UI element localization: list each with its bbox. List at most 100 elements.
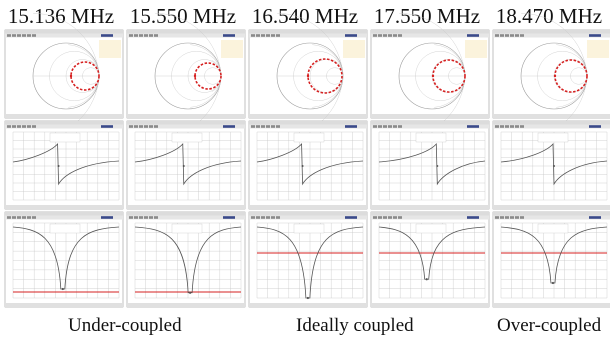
toolbar-button-icon: [251, 125, 255, 128]
toolbar: [371, 215, 489, 220]
reactance-arc: [155, 13, 222, 77]
toolbar-button-icon: [500, 34, 504, 37]
status-bar: [493, 205, 610, 209]
phase-trace: [12, 142, 120, 186]
toolbar: [127, 33, 245, 38]
toolbar-button-icon: [398, 125, 402, 128]
toolbar-button-icon: [393, 34, 397, 37]
toolbar-button-icon: [7, 216, 11, 219]
menu-bar-icon: [371, 121, 489, 125]
toolbar-button-icon: [154, 216, 158, 219]
toolbar-button-icon: [256, 125, 260, 128]
marker-point: [193, 74, 197, 78]
marker-readout-box: [49, 132, 81, 143]
toolbar-strip: [493, 33, 610, 38]
marker-readout-box: [171, 223, 203, 234]
status-bar: [127, 303, 245, 307]
marker-point: [553, 165, 555, 167]
toolbar-button-icon: [12, 34, 16, 37]
toolbar-button-icon: [266, 125, 270, 128]
reactance-arc: [399, 13, 466, 77]
status-bar: [493, 114, 610, 118]
toolbar-button-icon: [17, 216, 21, 219]
marker-readout-box: [221, 40, 243, 58]
marker-point: [189, 291, 192, 294]
return-loss-window-4: [370, 211, 490, 308]
smith-chart-window-4: [370, 13, 490, 139]
toolbar-button-icon: [12, 216, 16, 219]
toolbar-button-icon: [12, 125, 16, 128]
toolbar-button-icon: [266, 34, 270, 37]
status-bar: [249, 114, 367, 118]
toolbar-dropdown: [223, 216, 235, 219]
smith-chart-window-5: [492, 13, 610, 139]
toolbar-button-icon: [27, 34, 31, 37]
toolbar-button-icon: [373, 34, 377, 37]
toolbar: [249, 124, 367, 129]
toolbar-strip: [127, 215, 245, 220]
toolbar-dropdown: [589, 216, 601, 219]
caption-under-coupled: Under-coupled: [68, 315, 182, 336]
toolbar-button-icon: [139, 216, 143, 219]
toolbar-button-icon: [393, 216, 397, 219]
toolbar-strip: [249, 124, 367, 129]
marker-point: [553, 74, 557, 78]
status-bar: [371, 205, 489, 209]
marker-readout-box: [293, 132, 325, 143]
toolbar-button-icon: [134, 125, 138, 128]
marker-readout-box: [465, 40, 487, 58]
toolbar-button-icon: [261, 34, 265, 37]
toolbar-button-icon: [510, 216, 514, 219]
return-loss-trace: [12, 226, 120, 290]
phase-plot-window-1: [4, 120, 124, 210]
toolbar-button-icon: [495, 216, 499, 219]
toolbar: [249, 33, 367, 38]
toolbar-button-icon: [32, 34, 36, 37]
smith-chart-window-1: [4, 13, 124, 139]
phase-trace: [256, 142, 364, 186]
toolbar-button-icon: [139, 34, 143, 37]
toolbar-button-icon: [276, 216, 280, 219]
smith-chart: [276, 13, 344, 139]
toolbar-button-icon: [271, 34, 275, 37]
toolbar: [493, 215, 610, 220]
impedance-loop-trace: [307, 58, 343, 94]
toolbar-button-icon: [129, 216, 133, 219]
toolbar-button-icon: [149, 125, 153, 128]
toolbar-strip: [493, 215, 610, 220]
toolbar-button-icon: [520, 216, 524, 219]
phase-plot-window-4: [370, 120, 490, 210]
toolbar-button-icon: [276, 125, 280, 128]
menu-bar-icon: [5, 30, 123, 34]
toolbar-dropdown: [345, 34, 357, 37]
toolbar: [127, 124, 245, 129]
toolbar-button-icon: [378, 34, 382, 37]
marker-readout-box: [171, 132, 203, 143]
toolbar-button-icon: [266, 216, 270, 219]
toolbar-dropdown: [345, 125, 357, 128]
toolbar-button-icon: [144, 216, 148, 219]
menu-bar-icon: [371, 30, 489, 34]
toolbar: [5, 215, 123, 220]
marker-point: [57, 165, 60, 167]
toolbar-button-icon: [515, 125, 519, 128]
impedance-loop-trace: [70, 61, 100, 91]
marker-point: [306, 74, 310, 78]
toolbar-button-icon: [27, 216, 31, 219]
smith-chart: [32, 13, 100, 139]
marker-point: [69, 74, 73, 78]
toolbar-button-icon: [149, 216, 153, 219]
toolbar-button-icon: [388, 216, 392, 219]
marker-point: [61, 287, 64, 291]
menu-bar-icon: [249, 121, 367, 125]
menu-bar-icon: [249, 30, 367, 34]
status-bar: [5, 205, 123, 209]
menu-bar-icon: [371, 212, 489, 216]
toolbar-button-icon: [261, 125, 265, 128]
phase-trace: [378, 142, 486, 186]
toolbar-button-icon: [500, 216, 504, 219]
toolbar-button-icon: [134, 34, 138, 37]
toolbar-button-icon: [144, 125, 148, 128]
toolbar: [127, 215, 245, 220]
frequency-label-5: 18.470 MHz: [495, 4, 603, 28]
